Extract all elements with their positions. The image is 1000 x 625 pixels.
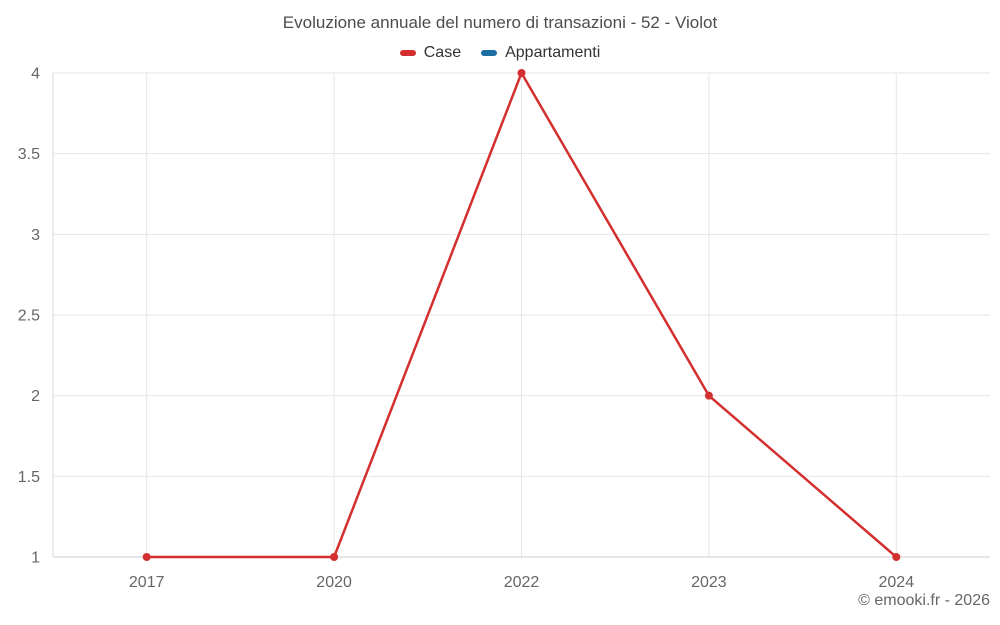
data-point-case-2022[interactable] (517, 69, 526, 77)
legend-label-appartamenti: Appartamenti (505, 44, 601, 61)
legend-item-appartamenti[interactable]: Appartamenti (481, 44, 600, 62)
data-point-case-2020[interactable] (330, 553, 339, 561)
data-point-case-2017[interactable] (142, 553, 151, 561)
legend-swatch-case-icon (399, 50, 416, 56)
legend-item-case[interactable]: Case (399, 44, 462, 62)
y-tick-label: 3 (31, 227, 40, 244)
y-tick-label: 2 (31, 388, 40, 405)
x-tick-label: 2023 (691, 574, 727, 591)
data-point-case-2023[interactable] (704, 391, 713, 400)
x-tick-label: 2022 (504, 574, 540, 591)
legend-swatch-appartamenti-icon (481, 50, 498, 56)
y-tick-label: 4 (31, 66, 40, 83)
y-tick-label: 3.5 (18, 146, 40, 163)
x-tick-label: 2017 (129, 574, 165, 591)
x-tick-label: 2024 (879, 574, 915, 591)
y-tick-label: 1 (31, 550, 40, 567)
attribution-credit[interactable]: © emooki.fr - 2026 (858, 592, 990, 609)
data-point-case-2024[interactable] (892, 553, 901, 561)
legend-label-case: Case (423, 44, 462, 61)
y-tick-label: 1.5 (18, 469, 40, 486)
x-tick-label: 2020 (316, 574, 352, 591)
legend: Case Appartamenti (0, 44, 1000, 62)
y-tick-label: 2.5 (18, 308, 40, 325)
chart-title: Evoluzione annuale del numero di transaz… (282, 13, 718, 32)
